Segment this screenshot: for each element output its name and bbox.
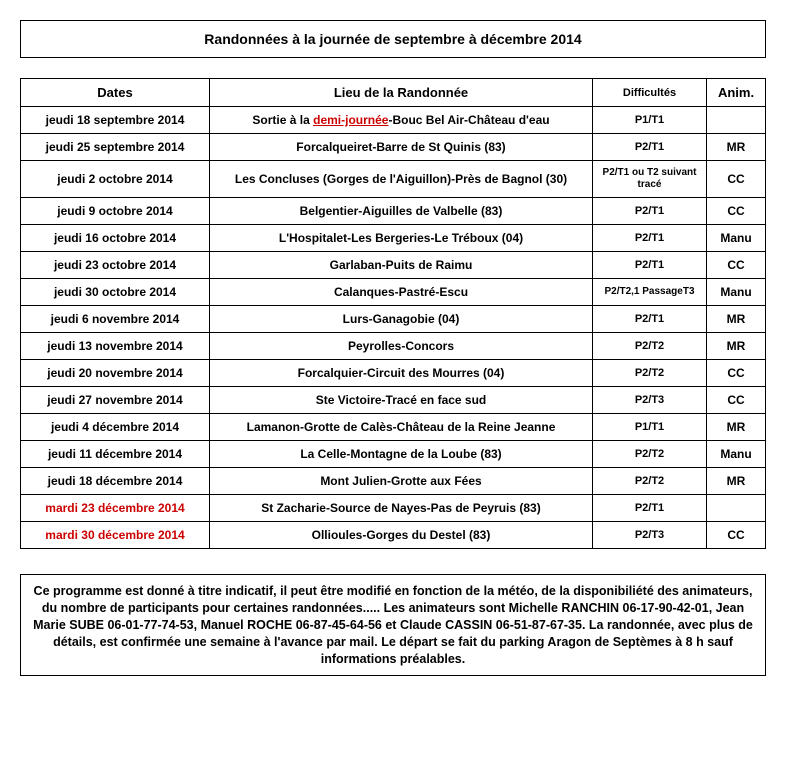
cell-date: jeudi 2 octobre 2014 — [21, 161, 210, 198]
cell-difficulty: P2/T1 — [593, 225, 707, 252]
header-diff: Difficultés — [593, 79, 707, 107]
header-row: Dates Lieu de la Randonnée Difficultés A… — [21, 79, 766, 107]
cell-lieu: L'Hospitalet-Les Bergeries-Le Tréboux (0… — [210, 225, 593, 252]
cell-date: jeudi 27 novembre 2014 — [21, 387, 210, 414]
cell-lieu: La Celle-Montagne de la Loube (83) — [210, 441, 593, 468]
cell-difficulty: P2/T2 — [593, 468, 707, 495]
table-row: jeudi 27 novembre 2014Ste Victoire-Tracé… — [21, 387, 766, 414]
cell-date: jeudi 18 septembre 2014 — [21, 107, 210, 134]
header-anim: Anim. — [707, 79, 766, 107]
cell-difficulty: P2/T3 — [593, 522, 707, 549]
cell-date: jeudi 11 décembre 2014 — [21, 441, 210, 468]
table-row: mardi 23 décembre 2014St Zacharie-Source… — [21, 495, 766, 522]
cell-date: jeudi 4 décembre 2014 — [21, 414, 210, 441]
cell-difficulty: P2/T2,1 PassageT3 — [593, 279, 707, 306]
cell-lieu: Mont Julien-Grotte aux Fées — [210, 468, 593, 495]
cell-date: jeudi 25 septembre 2014 — [21, 134, 210, 161]
cell-lieu: Peyrolles-Concors — [210, 333, 593, 360]
cell-animator: CC — [707, 252, 766, 279]
cell-animator: MR — [707, 414, 766, 441]
cell-date: jeudi 9 octobre 2014 — [21, 198, 210, 225]
header-dates: Dates — [21, 79, 210, 107]
cell-animator: CC — [707, 387, 766, 414]
cell-date: jeudi 13 novembre 2014 — [21, 333, 210, 360]
table-row: jeudi 11 décembre 2014La Celle-Montagne … — [21, 441, 766, 468]
table-row: jeudi 23 octobre 2014Garlaban-Puits de R… — [21, 252, 766, 279]
cell-animator: MR — [707, 333, 766, 360]
cell-difficulty: P2/T3 — [593, 387, 707, 414]
cell-lieu: Calanques-Pastré-Escu — [210, 279, 593, 306]
cell-date: jeudi 20 novembre 2014 — [21, 360, 210, 387]
cell-difficulty: P1/T1 — [593, 107, 707, 134]
table-row: jeudi 18 décembre 2014Mont Julien-Grotte… — [21, 468, 766, 495]
table-row: jeudi 2 octobre 2014Les Concluses (Gorge… — [21, 161, 766, 198]
table-row: jeudi 25 septembre 2014Forcalqueiret-Bar… — [21, 134, 766, 161]
cell-difficulty: P2/T1 — [593, 306, 707, 333]
hikes-table: Dates Lieu de la Randonnée Difficultés A… — [20, 78, 766, 549]
cell-lieu: Sortie à la demi-journée-Bouc Bel Air-Ch… — [210, 107, 593, 134]
cell-animator — [707, 495, 766, 522]
cell-date: jeudi 18 décembre 2014 — [21, 468, 210, 495]
cell-date: jeudi 30 octobre 2014 — [21, 279, 210, 306]
cell-lieu: Lamanon-Grotte de Calès-Château de la Re… — [210, 414, 593, 441]
cell-difficulty: P2/T2 — [593, 333, 707, 360]
table-row: jeudi 20 novembre 2014Forcalquier-Circui… — [21, 360, 766, 387]
cell-difficulty: P2/T2 — [593, 360, 707, 387]
footer-note: Ce programme est donné à titre indicatif… — [20, 574, 766, 676]
table-row: jeudi 4 décembre 2014Lamanon-Grotte de C… — [21, 414, 766, 441]
cell-difficulty: P2/T1 — [593, 495, 707, 522]
cell-lieu: Ste Victoire-Tracé en face sud — [210, 387, 593, 414]
cell-difficulty: P2/T1 — [593, 134, 707, 161]
cell-animator: MR — [707, 306, 766, 333]
cell-lieu: Lurs-Ganagobie (04) — [210, 306, 593, 333]
cell-difficulty: P2/T1 — [593, 198, 707, 225]
cell-date: jeudi 16 octobre 2014 — [21, 225, 210, 252]
table-row: jeudi 13 novembre 2014Peyrolles-ConcorsP… — [21, 333, 766, 360]
cell-date: mardi 30 décembre 2014 — [21, 522, 210, 549]
cell-lieu: Garlaban-Puits de Raimu — [210, 252, 593, 279]
cell-difficulty: P1/T1 — [593, 414, 707, 441]
cell-date: jeudi 6 novembre 2014 — [21, 306, 210, 333]
table-row: jeudi 9 octobre 2014Belgentier-Aiguilles… — [21, 198, 766, 225]
cell-lieu: Ollioules-Gorges du Destel (83) — [210, 522, 593, 549]
table-row: jeudi 6 novembre 2014Lurs-Ganagobie (04)… — [21, 306, 766, 333]
cell-lieu: Belgentier-Aiguilles de Valbelle (83) — [210, 198, 593, 225]
cell-date: mardi 23 décembre 2014 — [21, 495, 210, 522]
cell-date: jeudi 23 octobre 2014 — [21, 252, 210, 279]
cell-animator: CC — [707, 522, 766, 549]
cell-lieu: Forcalqueiret-Barre de St Quinis (83) — [210, 134, 593, 161]
cell-lieu: Les Concluses (Gorges de l'Aiguillon)-Pr… — [210, 161, 593, 198]
cell-difficulty: P2/T1 — [593, 252, 707, 279]
demi-journee-highlight: demi-journée — [313, 113, 388, 127]
cell-difficulty: P2/T2 — [593, 441, 707, 468]
cell-animator — [707, 107, 766, 134]
cell-animator: Manu — [707, 441, 766, 468]
cell-animator: MR — [707, 134, 766, 161]
cell-animator: Manu — [707, 225, 766, 252]
cell-animator: Manu — [707, 279, 766, 306]
table-row: jeudi 30 octobre 2014Calanques-Pastré-Es… — [21, 279, 766, 306]
table-row: jeudi 18 septembre 2014Sortie à la demi-… — [21, 107, 766, 134]
cell-animator: CC — [707, 161, 766, 198]
cell-animator: CC — [707, 198, 766, 225]
page-title: Randonnées à la journée de septembre à d… — [20, 20, 766, 58]
cell-lieu: St Zacharie-Source de Nayes-Pas de Peyru… — [210, 495, 593, 522]
table-row: jeudi 16 octobre 2014L'Hospitalet-Les Be… — [21, 225, 766, 252]
table-row: mardi 30 décembre 2014Ollioules-Gorges d… — [21, 522, 766, 549]
header-lieu: Lieu de la Randonnée — [210, 79, 593, 107]
cell-lieu: Forcalquier-Circuit des Mourres (04) — [210, 360, 593, 387]
cell-difficulty: P2/T1 ou T2 suivant tracé — [593, 161, 707, 198]
cell-animator: MR — [707, 468, 766, 495]
cell-animator: CC — [707, 360, 766, 387]
